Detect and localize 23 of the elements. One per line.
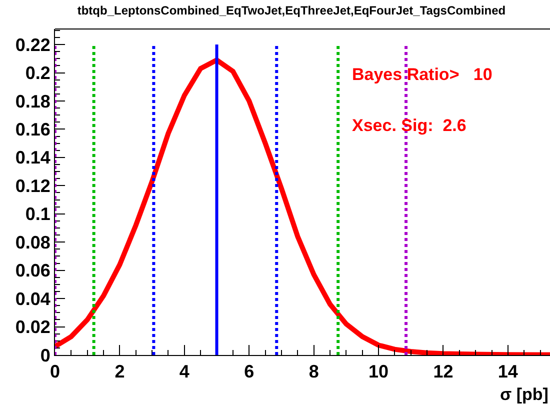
y-tick-label: 0 bbox=[40, 345, 50, 366]
x-tick-label: 12 bbox=[433, 362, 454, 382]
y-tick-label: 0.04 bbox=[15, 288, 50, 309]
x-tick-label: 14 bbox=[498, 362, 518, 382]
annotation: Xsec. Sig: 2.6 bbox=[352, 116, 466, 135]
y-tick-label: 0.16 bbox=[15, 120, 50, 140]
y-tick-label: 0.08 bbox=[15, 232, 50, 252]
x-tick-label: 2 bbox=[114, 362, 125, 382]
y-tick-label: 0.2 bbox=[25, 63, 50, 84]
y-tick-label: 0.22 bbox=[15, 34, 50, 55]
x-tick-label: 8 bbox=[308, 362, 319, 382]
y-tick-label: 0.12 bbox=[15, 176, 50, 196]
y-tick-label: 0.06 bbox=[15, 260, 50, 281]
x-tick-label: 10 bbox=[368, 362, 389, 382]
chart-title: tbtqb_LeptonsCombined_EqTwoJet,EqThreeJet,EqFourJet_TagsCombined bbox=[77, 3, 506, 18]
x-tick-label: 6 bbox=[244, 362, 254, 382]
y-tick-label: 0.1 bbox=[25, 204, 50, 224]
y-tick-label: 0.18 bbox=[15, 91, 50, 112]
y-tick-label: 0.02 bbox=[15, 317, 50, 338]
y-tick-label: 0.14 bbox=[15, 148, 50, 168]
x-tick-label: 4 bbox=[179, 362, 190, 382]
x-axis-title: σ [pb] bbox=[500, 385, 548, 404]
annotation: Bayes Ratio> 10 bbox=[352, 65, 492, 84]
